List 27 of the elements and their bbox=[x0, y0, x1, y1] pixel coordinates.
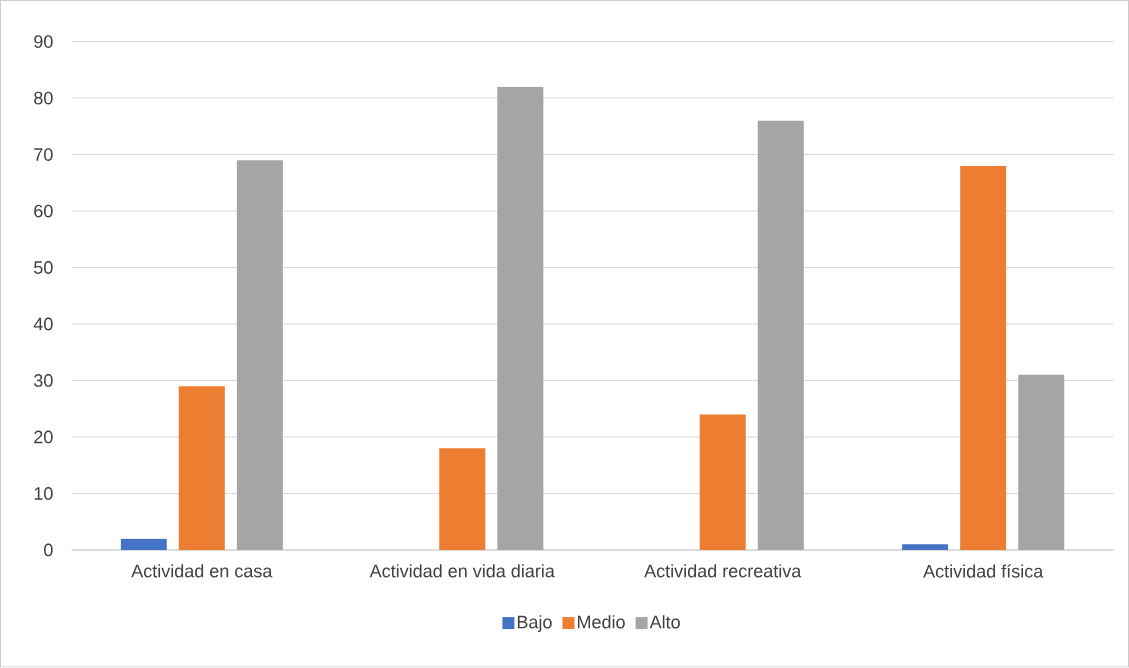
y-tick-label: 10 bbox=[34, 487, 53, 501]
legend-label: Bajo bbox=[517, 615, 552, 633]
y-tick-label: 80 bbox=[34, 91, 53, 105]
y-tick-label: 90 bbox=[34, 35, 53, 49]
x-tick-label: Actividad en vida diaria bbox=[369, 564, 555, 578]
bar bbox=[120, 538, 167, 551]
x-tick-label: Actividad recreativa bbox=[644, 564, 802, 578]
y-tick-label: 50 bbox=[34, 261, 53, 275]
bar bbox=[757, 120, 804, 551]
x-tick-label: Actividad física bbox=[923, 564, 1044, 578]
bar bbox=[1018, 375, 1065, 551]
legend-label: Alto bbox=[649, 615, 680, 629]
y-tick-label: 30 bbox=[34, 374, 53, 388]
bar bbox=[497, 86, 544, 551]
bar bbox=[439, 448, 486, 551]
bar bbox=[960, 166, 1007, 551]
y-tick-label: 60 bbox=[34, 204, 53, 218]
bar bbox=[902, 544, 949, 551]
y-tick-label: 40 bbox=[33, 317, 53, 331]
bar bbox=[699, 414, 746, 551]
legend-label: Medio bbox=[577, 615, 625, 629]
y-tick-label: 20 bbox=[34, 430, 53, 444]
bar bbox=[178, 386, 225, 551]
y-tick-label: 70 bbox=[34, 148, 53, 162]
bar bbox=[236, 160, 283, 551]
x-tick-label: Actividad en casa bbox=[131, 564, 273, 578]
y-tick-label: 0 bbox=[44, 543, 53, 557]
